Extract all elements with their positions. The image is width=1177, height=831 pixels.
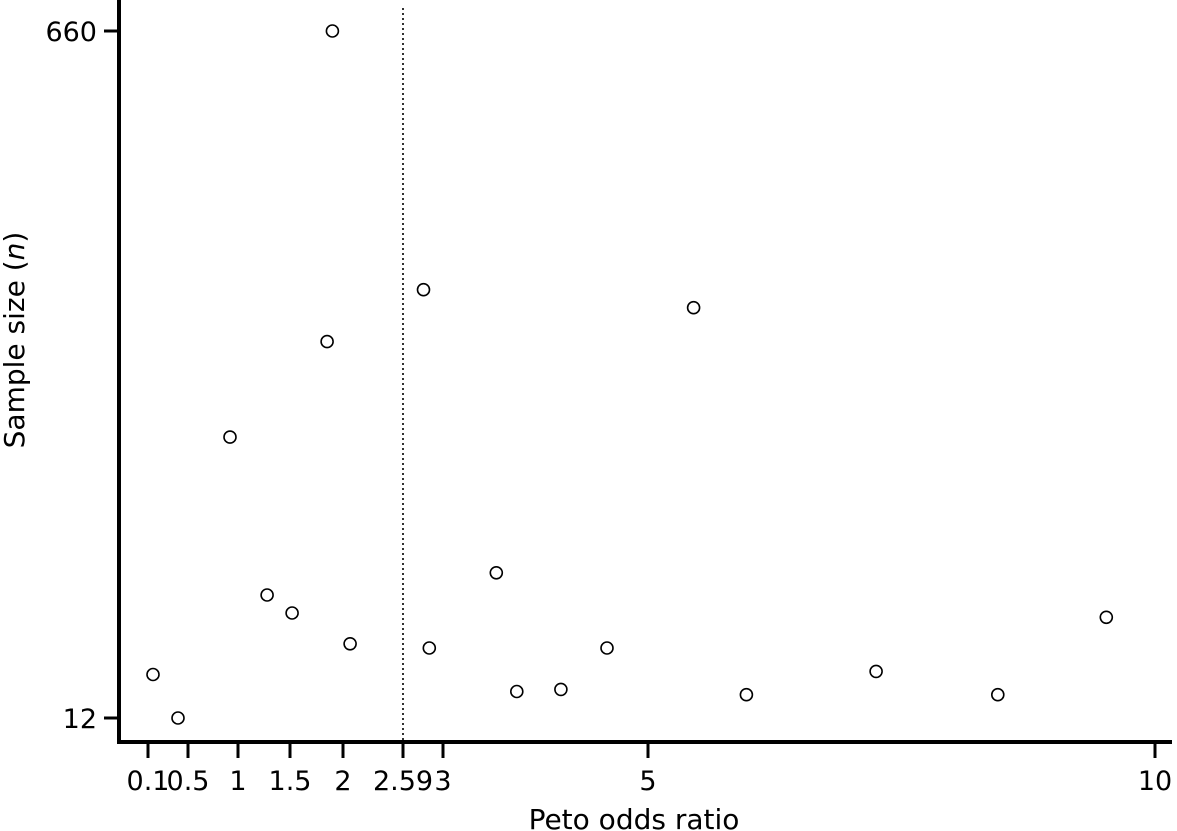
data-point-16 bbox=[739, 687, 754, 702]
data-point-11 bbox=[489, 565, 504, 580]
x-tick-label-9: 10 bbox=[1138, 766, 1172, 797]
data-point-7 bbox=[325, 24, 340, 38]
x-tick-label-6: 2.59 bbox=[373, 766, 433, 797]
y-tick-label-1: 12 bbox=[63, 704, 97, 735]
data-point-17 bbox=[869, 664, 883, 679]
x-tick-label-1: 0.1 bbox=[127, 766, 170, 797]
x-tick-label-7: 3 bbox=[434, 766, 451, 797]
x-tick-label-8: 5 bbox=[639, 766, 656, 797]
y-tick-label-2: 660 bbox=[45, 17, 97, 48]
data-point-12 bbox=[509, 684, 524, 699]
data-point-8 bbox=[343, 636, 357, 651]
x-tick-label-3: 1 bbox=[229, 766, 246, 797]
x-tick-label-4: 1.5 bbox=[269, 766, 312, 797]
data-point-4 bbox=[260, 588, 274, 602]
data-points bbox=[146, 24, 1114, 725]
data-point-6 bbox=[320, 334, 334, 349]
x-tick-label-2: 0.5 bbox=[167, 766, 210, 797]
y-axis-title: Sample size (n) bbox=[0, 232, 31, 449]
data-point-13 bbox=[554, 682, 568, 697]
data-point-14 bbox=[600, 641, 614, 655]
data-point-19 bbox=[1099, 610, 1114, 625]
data-point-9 bbox=[416, 282, 431, 297]
data-point-2 bbox=[171, 711, 185, 725]
y-axis-ticks: 12 660 bbox=[45, 17, 119, 735]
x-axis-title: Peto odds ratio bbox=[529, 803, 740, 831]
data-point-3 bbox=[223, 430, 237, 444]
data-point-10 bbox=[422, 641, 437, 655]
data-point-1 bbox=[146, 667, 160, 682]
x-axis-ticks: 0.10.5 1 1.5 2 2.59 3 5 10 bbox=[127, 742, 1172, 797]
data-point-15 bbox=[686, 300, 701, 315]
x-tick-label-5: 2 bbox=[334, 766, 351, 797]
data-point-5 bbox=[285, 606, 299, 620]
data-point-18 bbox=[990, 687, 1005, 702]
